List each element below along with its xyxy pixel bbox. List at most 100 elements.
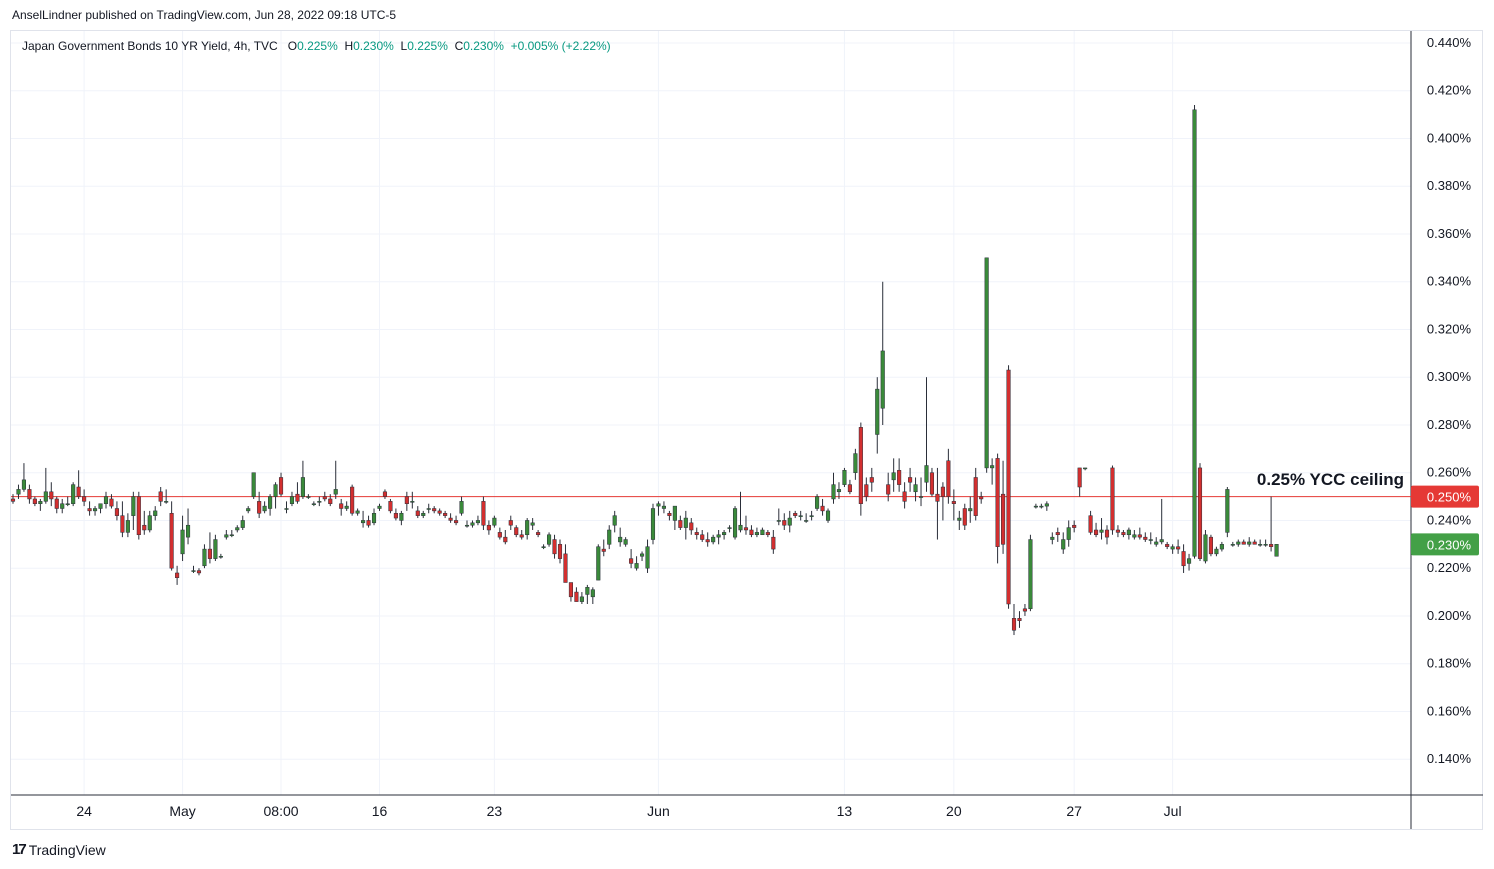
candle-body[interactable]	[908, 477, 913, 483]
candle-body[interactable]	[196, 570, 202, 574]
candle-body[interactable]	[678, 520, 683, 528]
candle-body[interactable]	[820, 505, 825, 512]
candle-body[interactable]	[1001, 493, 1006, 545]
candle-body[interactable]	[470, 522, 475, 526]
candle-body[interactable]	[623, 539, 628, 545]
candle-body[interactable]	[109, 498, 114, 507]
candle-body[interactable]	[454, 520, 459, 524]
candle-body[interactable]	[492, 517, 497, 526]
candle-body[interactable]	[656, 503, 661, 507]
candle-body[interactable]	[103, 496, 109, 504]
candle-body[interactable]	[525, 520, 530, 536]
candle-body[interactable]	[771, 536, 776, 550]
candle-body[interactable]	[1230, 544, 1235, 546]
candle-body[interactable]	[596, 546, 601, 581]
candle-body[interactable]	[1274, 544, 1279, 557]
candle-body[interactable]	[54, 498, 59, 509]
candle-body[interactable]	[10, 498, 16, 502]
candle-body[interactable]	[443, 513, 448, 516]
candle-body[interactable]	[158, 491, 163, 502]
candle-body[interactable]	[1203, 534, 1208, 562]
candle-body[interactable]	[574, 591, 579, 602]
candle-body[interactable]	[169, 513, 174, 569]
candle-body[interactable]	[547, 534, 552, 545]
candle-body[interactable]	[147, 515, 152, 531]
candle-body[interactable]	[1170, 546, 1175, 550]
candle-body[interactable]	[76, 486, 81, 497]
candle-body[interactable]	[486, 524, 491, 531]
candle-body[interactable]	[464, 524, 470, 527]
candle-body[interactable]	[765, 532, 770, 536]
candle-body[interactable]	[65, 503, 70, 505]
candle-body[interactable]	[787, 517, 792, 526]
candle-body[interactable]	[886, 484, 891, 495]
candle-body[interactable]	[1094, 529, 1099, 536]
candle-body[interactable]	[388, 501, 393, 512]
candle-body[interactable]	[82, 496, 87, 502]
candle-body[interactable]	[257, 501, 262, 514]
candle-body[interactable]	[530, 522, 535, 526]
candle-body[interactable]	[251, 472, 256, 497]
candle-body[interactable]	[913, 484, 918, 493]
candle-body[interactable]	[1104, 529, 1110, 538]
candle-body[interactable]	[361, 520, 366, 524]
candle-body[interactable]	[32, 498, 37, 504]
candle-body[interactable]	[858, 427, 863, 504]
candle-body[interactable]	[333, 489, 338, 495]
candle-body[interactable]	[924, 465, 929, 483]
candle-body[interactable]	[853, 453, 858, 473]
candle-body[interactable]	[246, 508, 251, 512]
candle-body[interactable]	[995, 458, 1000, 547]
candle-body[interactable]	[1099, 529, 1104, 533]
candle-body[interactable]	[1181, 551, 1186, 567]
candle-body[interactable]	[1154, 541, 1159, 545]
candle-body[interactable]	[1028, 539, 1033, 610]
candle-body[interactable]	[350, 486, 355, 514]
candle-body[interactable]	[1088, 515, 1093, 533]
candle-body[interactable]	[946, 460, 951, 497]
candle-body[interactable]	[585, 587, 590, 595]
candle-body[interactable]	[880, 350, 885, 409]
candle-body[interactable]	[437, 510, 442, 514]
candle-body[interactable]	[415, 510, 420, 516]
candle-body[interactable]	[716, 534, 721, 538]
candle-body[interactable]	[1252, 541, 1257, 545]
candle-body[interactable]	[503, 536, 508, 543]
candle-body[interactable]	[448, 517, 453, 521]
candle-body[interactable]	[815, 496, 820, 509]
candle-body[interactable]	[1225, 489, 1230, 533]
candle-body[interactable]	[317, 501, 322, 503]
candle-body[interactable]	[700, 534, 705, 540]
candle-body[interactable]	[645, 546, 650, 569]
candle-body[interactable]	[568, 582, 573, 598]
candle-body[interactable]	[202, 548, 207, 567]
candle-body[interactable]	[87, 508, 92, 512]
candle-body[interactable]	[847, 484, 852, 493]
candle-body[interactable]	[1247, 541, 1252, 545]
candle-body[interactable]	[432, 508, 437, 512]
candle-body[interactable]	[125, 520, 130, 533]
candle-body[interactable]	[377, 505, 382, 509]
candle-body[interactable]	[16, 489, 21, 495]
candle-body[interactable]	[629, 558, 634, 564]
candle-body[interactable]	[1148, 539, 1153, 541]
candle-body[interactable]	[481, 501, 486, 526]
candle-body[interactable]	[793, 513, 798, 516]
candle-body[interactable]	[322, 496, 327, 500]
candle-body[interactable]	[1006, 369, 1011, 605]
candle-body[interactable]	[426, 508, 431, 510]
candle-body[interactable]	[191, 570, 196, 572]
candle-body[interactable]	[142, 524, 147, 531]
candle-body[interactable]	[590, 589, 595, 598]
candle-body[interactable]	[289, 496, 295, 504]
candle-body[interactable]	[273, 484, 278, 497]
candle-body[interactable]	[1197, 467, 1203, 559]
candle-body[interactable]	[1263, 544, 1268, 546]
candle-body[interactable]	[175, 572, 180, 578]
candle-body[interactable]	[563, 553, 568, 583]
candle-body[interactable]	[984, 257, 989, 469]
candle-body[interactable]	[552, 539, 557, 555]
candle-body[interactable]	[153, 510, 158, 516]
candle-body[interactable]	[940, 486, 945, 497]
candle-body[interactable]	[180, 529, 185, 555]
